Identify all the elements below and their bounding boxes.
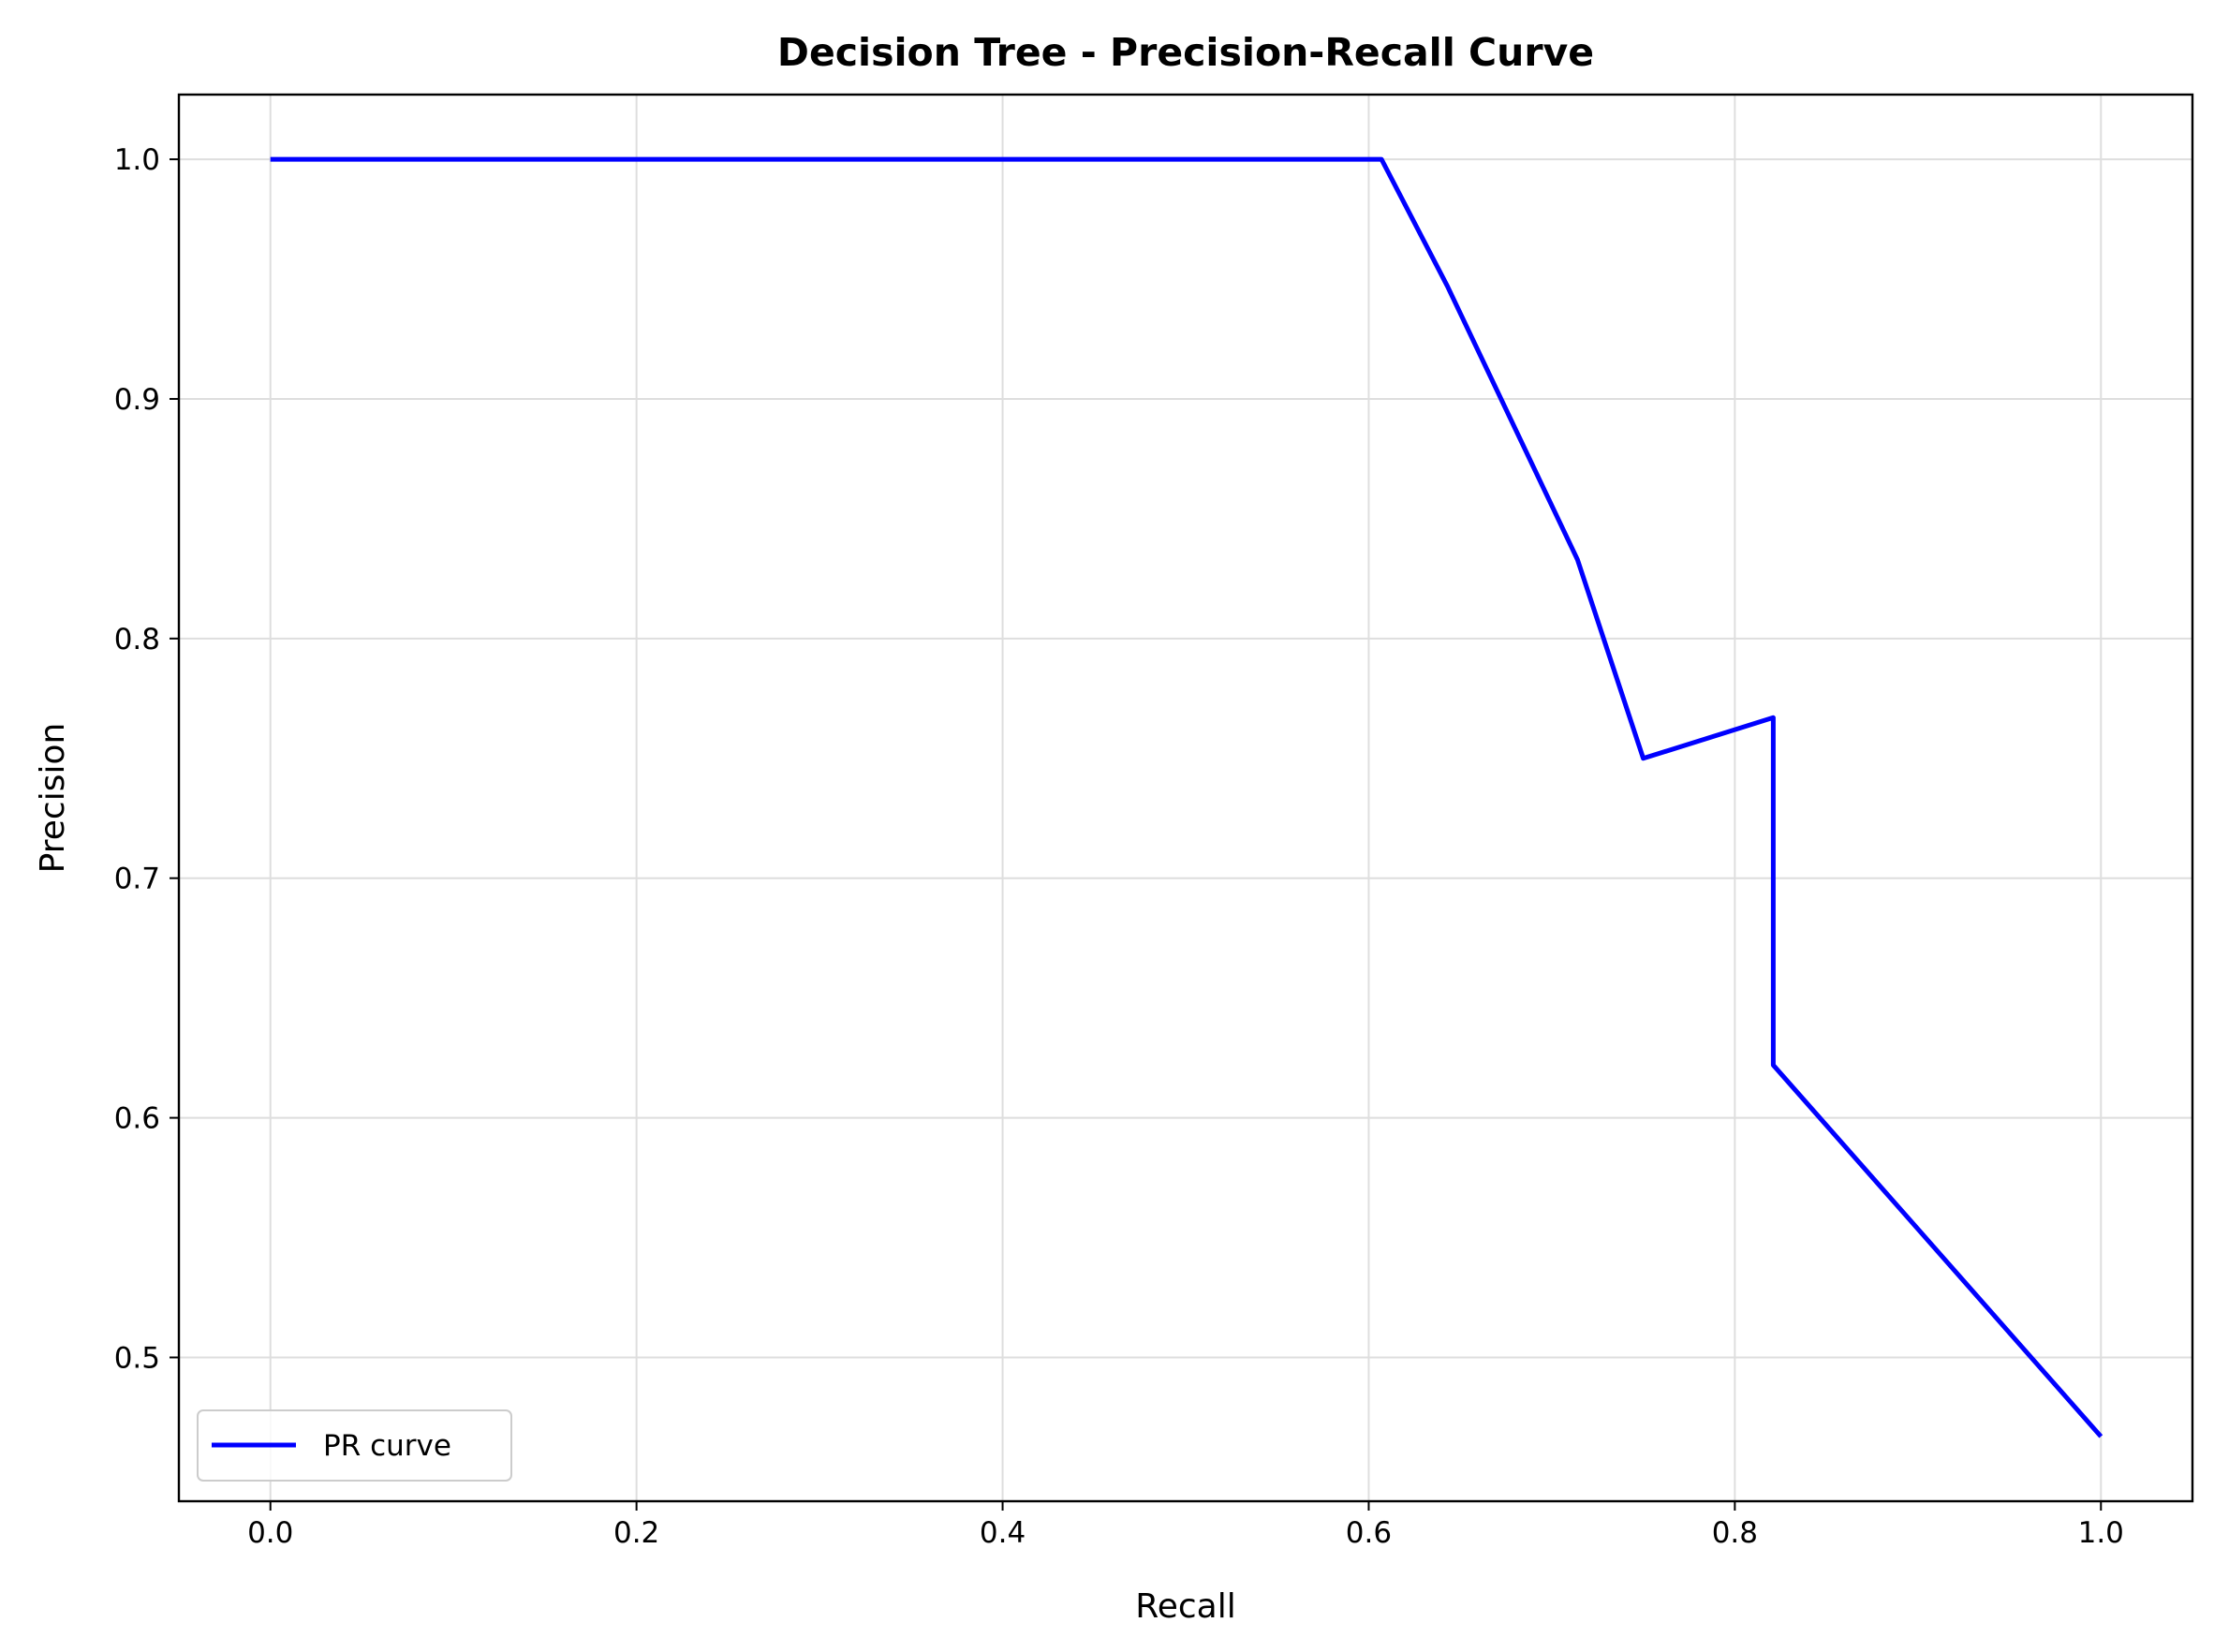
y-tick-label: 0.8 <box>114 623 160 656</box>
x-tick-label: 0.6 <box>1346 1516 1392 1550</box>
x-tick-label: 0.0 <box>247 1516 293 1550</box>
y-tick-label: 0.9 <box>114 383 160 417</box>
y-tick-label: 1.0 <box>114 143 160 177</box>
x-tick-label: 0.8 <box>1712 1516 1758 1550</box>
x-tick-label: 0.2 <box>613 1516 659 1550</box>
axis-ticks: 0.0 0.2 0.4 0.6 0.8 1.0 0.5 0.6 0.7 0.8 0.9 1.0 <box>114 143 2124 1550</box>
chart-title: Decision Tree - Precision-Recall Curve <box>777 30 1594 75</box>
y-tick-label: 0.6 <box>114 1102 160 1136</box>
y-axis-label: Precision <box>34 723 72 874</box>
x-tick-label: 0.4 <box>980 1516 1026 1550</box>
y-tick-label: 0.7 <box>114 863 160 896</box>
x-tick-label: 1.0 <box>2078 1516 2124 1550</box>
legend-box <box>197 1409 512 1482</box>
legend-label: PR curve <box>323 1429 451 1463</box>
plot-frame <box>177 93 2194 1503</box>
series-line-pr-curve <box>270 156 2103 1438</box>
legend: PR curve <box>197 1409 512 1482</box>
x-axis-label: Recall <box>1135 1587 1235 1626</box>
series-layer <box>270 156 2103 1438</box>
y-tick-label: 0.5 <box>114 1341 160 1375</box>
